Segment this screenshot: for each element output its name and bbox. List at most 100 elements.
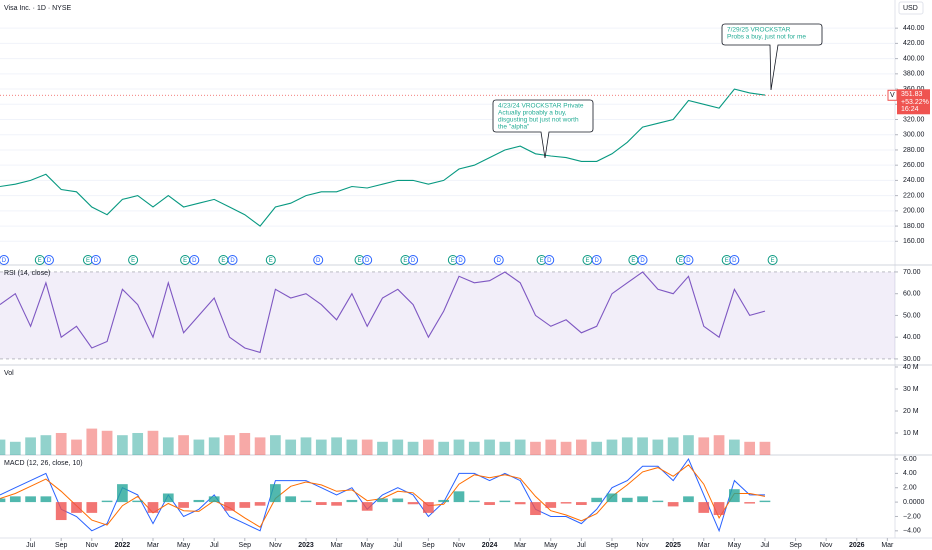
x-tick-label: May (361, 542, 375, 549)
histogram-bar (729, 489, 740, 503)
histogram-bar (438, 499, 450, 503)
histogram-bar (377, 498, 388, 503)
volume-bar (162, 437, 174, 455)
event-label: E (358, 258, 362, 264)
event-label: E (86, 258, 90, 264)
y-tick-label: 420.00 (903, 40, 925, 47)
volume-bar (239, 432, 251, 455)
x-tick-label: Mar (514, 542, 527, 549)
event-label: E (38, 258, 42, 264)
y-tick-label: −2.00 (903, 513, 921, 520)
event-label: E (540, 258, 544, 264)
macd-line (0, 464, 766, 528)
event-label: D (594, 258, 599, 264)
event-label: D (2, 258, 7, 264)
y-tick-label: 30 M (903, 386, 919, 393)
volume-bar (438, 441, 450, 455)
y-tick-label: 4.00 (903, 470, 917, 477)
y-tick-label: 260.00 (903, 162, 925, 169)
volume-bar (25, 437, 36, 455)
event-label: D (192, 258, 197, 264)
event-label: E (269, 258, 273, 264)
histogram-bar (698, 502, 710, 513)
volume-bar (530, 441, 541, 455)
x-tick-label: Nov (820, 542, 833, 549)
histogram-bar (484, 502, 495, 505)
volume-bar (514, 439, 526, 455)
pane-title: RSI (14, close) (4, 270, 50, 277)
y-tick-label: 2.00 (903, 485, 917, 492)
event-label: E (679, 258, 683, 264)
y-tick-label: 160.00 (903, 238, 925, 245)
currency-box (898, 1, 924, 15)
volume-bar (637, 437, 648, 455)
event-label: E (585, 258, 589, 264)
event-marker (362, 255, 373, 265)
x-tick-label: Jul (393, 542, 402, 549)
x-tick-label: Sep (422, 542, 435, 549)
volume-bar (652, 439, 664, 455)
line-series (0, 88, 766, 227)
volume-bar (254, 437, 266, 455)
volume-bar (0, 439, 6, 455)
y-tick-label: 30.00 (903, 356, 921, 363)
event-label: E (631, 258, 635, 264)
change-label: +53.22% (901, 99, 929, 106)
histogram-bar (0, 498, 6, 503)
histogram-bar (285, 496, 297, 503)
x-tick-label: May (728, 542, 742, 549)
y-tick-label: 400.00 (903, 55, 925, 62)
histogram-bar (591, 497, 603, 503)
price-box (897, 89, 930, 115)
x-tick-label: Nov (86, 542, 99, 549)
event-label: E (451, 258, 455, 264)
volume-bar (392, 439, 404, 455)
volume-bar (132, 432, 144, 455)
volume-bar (744, 441, 756, 455)
volume-bar (468, 441, 480, 455)
event-label: D (497, 258, 502, 264)
volume-bar (361, 439, 373, 455)
histogram-bar (55, 502, 67, 521)
histogram-bar (530, 502, 541, 516)
histogram-bar (346, 499, 358, 503)
volume-bar (713, 435, 725, 455)
annotation-text: the "alpha" (498, 124, 530, 131)
histogram-bar (499, 500, 511, 503)
event-label: D (411, 258, 416, 264)
histogram-bar (545, 502, 557, 508)
y-tick-label: 60.00 (903, 291, 921, 298)
volume-bar (545, 439, 557, 455)
volume-bar (591, 441, 603, 455)
histogram-bar (86, 502, 98, 513)
event-marker (90, 255, 101, 265)
histogram-bar (637, 496, 648, 503)
volume-bar (423, 439, 434, 455)
y-tick-label: −4.00 (903, 528, 921, 535)
volume-bar (285, 439, 297, 455)
x-tick-label: Nov (453, 542, 466, 549)
volume-bar (729, 439, 740, 455)
volume-bar (300, 437, 312, 455)
event-marker (493, 255, 504, 265)
event-marker (767, 255, 778, 265)
histogram-bar (40, 496, 52, 503)
volume-bar (224, 435, 235, 455)
event-label: D (640, 258, 645, 264)
event-label: D (732, 258, 737, 264)
symbol-label: V (890, 92, 895, 99)
volume-bar (331, 437, 342, 455)
volume-bar (178, 435, 189, 455)
histogram-bar (315, 502, 327, 505)
volume-bar (346, 439, 358, 455)
event-label: E (771, 258, 775, 264)
histogram-bar (392, 498, 404, 503)
event-label: D (365, 258, 370, 264)
histogram-bar (300, 500, 312, 503)
y-tick-label: 380.00 (903, 71, 925, 78)
y-tick-label: 280.00 (903, 147, 925, 154)
event-marker (408, 255, 419, 265)
x-tick-label: Mar (331, 542, 344, 549)
histogram-bar (453, 491, 465, 503)
x-tick-label: 2024 (482, 542, 498, 549)
